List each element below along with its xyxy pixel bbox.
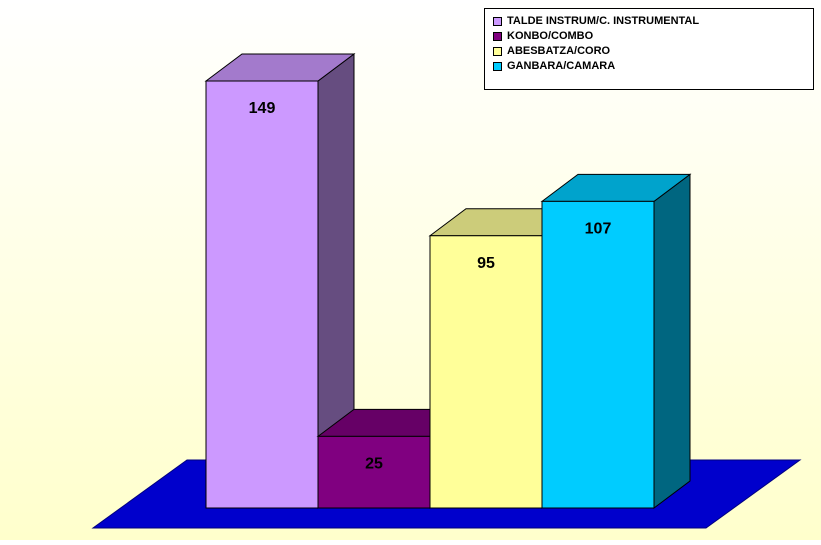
legend-entry: TALDE INSTRUM/C. INSTRUMENTAL — [493, 14, 699, 28]
legend-label: GANBARA/CAMARA — [507, 60, 616, 72]
data-label: 95 — [477, 255, 495, 272]
bar-front-face — [317, 435, 431, 509]
legend-label: ABESBATZA/CORO — [507, 45, 611, 57]
legend-swatch — [493, 46, 502, 56]
legend-swatch — [493, 16, 502, 26]
legend: TALDE INSTRUM/C. INSTRUMENTAL KONBO/COMBO… — [484, 8, 814, 90]
bar-front-face — [541, 200, 655, 509]
legend-label: TALDE INSTRUM/C. INSTRUMENTAL — [507, 15, 700, 27]
bar-front-face — [429, 235, 543, 509]
legend-swatch — [493, 31, 502, 41]
bar-side-face — [653, 173, 691, 509]
bar — [540, 173, 692, 509]
legend-label: KONBO/COMBO — [507, 30, 594, 42]
bar — [204, 53, 356, 509]
data-label: 25 — [365, 455, 383, 472]
bar-front-face — [205, 80, 319, 509]
legend-entry: KONBO/COMBO — [493, 29, 593, 43]
data-label: 149 — [249, 100, 276, 117]
legend-swatch — [493, 61, 502, 71]
data-label: 107 — [585, 220, 612, 237]
legend-entry: GANBARA/CAMARA — [493, 59, 615, 73]
legend-entry: ABESBATZA/CORO — [493, 44, 610, 58]
